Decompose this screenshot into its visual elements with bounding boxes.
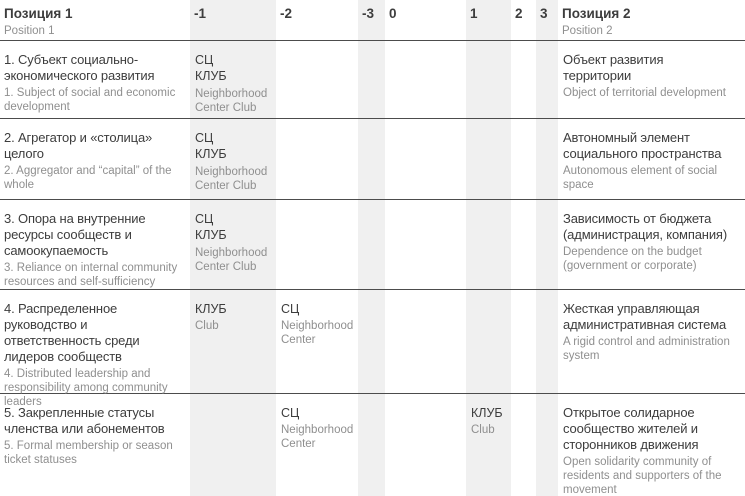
row4-marker-club-sub: Club: [195, 320, 219, 333]
row3-marker-sc: СЦ: [195, 212, 214, 226]
row3-cell-2: [511, 200, 536, 290]
row5-cell-minus-1: [190, 394, 276, 496]
row5-position1-cell: 5. Закрепленные статусы членства или або…: [0, 394, 190, 496]
row4-cell-minus-3: [358, 290, 385, 394]
row1-marker-club: КЛУБ: [195, 69, 227, 84]
row5-marker-sc-sub: Neighborhood Center: [281, 424, 354, 451]
row1-marker-cell-minus-1: СЦ КЛУБ Neighborhood Center Club: [190, 41, 276, 119]
row4-position1-cell: 4. Распределенное руководство и ответств…: [0, 290, 190, 408]
row2-right-en: Autonomous element of social space: [563, 164, 718, 191]
row4-marker-club: КЛУБ: [195, 302, 227, 316]
row5-left-en: 5. Formal membership or season ticket st…: [4, 439, 173, 466]
row5-marker-sc: СЦ: [281, 406, 300, 420]
scale-header-2: 2: [511, 0, 536, 41]
row2-position1-cell: 2. Агрегатор и «столица» целого 2. Aggre…: [0, 119, 190, 200]
row4-position2-cell: Жесткая управляющая административная сис…: [558, 290, 745, 394]
row1-left-ru: 1. Субъект социально-экономического разв…: [4, 52, 155, 83]
row4-right-en: A rigid control and administration syste…: [563, 335, 730, 362]
row4-left-ru: 4. Распределенное руководство и ответств…: [4, 301, 140, 364]
row1-position2-cell: Объект развития территории Object of ter…: [558, 41, 745, 119]
row5-cell-0: [385, 394, 466, 496]
row3-position2-cell: Зависимость от бюджета (администрация, к…: [558, 200, 745, 290]
row2-marker-cell-minus-1: СЦ КЛУБ Neighborhood Center Club: [190, 119, 276, 200]
position2-header: Позиция 2 Position 2: [558, 0, 745, 41]
position1-title: Позиция 1: [4, 6, 73, 21]
row5-position2-cell: Открытое солидарное сообщество жителей и…: [558, 394, 745, 496]
row4-left-en: 4. Distributed leadership and responsibi…: [4, 367, 168, 408]
row1-position1-cell: 1. Субъект социально-экономического разв…: [0, 41, 190, 119]
row2-marker-club: КЛУБ: [195, 147, 227, 162]
row5-left-ru: 5. Закрепленные статусы членства или або…: [4, 405, 165, 436]
row5-right-ru: Открытое солидарное сообщество жителей и…: [563, 405, 699, 452]
row1-marker-sc: СЦ: [195, 53, 214, 67]
row3-cell-1: [466, 200, 511, 290]
row5-right-en: Open solidarity community of residents a…: [563, 455, 722, 496]
row1-right-ru: Объект развития территории: [563, 52, 664, 83]
position1-subtitle: Position 1: [4, 24, 55, 37]
row3-marker-sub: Neighborhood Center Club: [195, 246, 268, 273]
row4-marker-sc-sub: Neighborhood Center: [281, 320, 354, 347]
row5-marker-cell-minus-2: СЦ Neighborhood Center: [276, 394, 358, 496]
row1-left-en: 1. Subject of social and economic develo…: [4, 86, 176, 113]
row5-marker-club-sub: Club: [471, 424, 495, 437]
row2-position2-cell: Автономный элемент социального пространс…: [558, 119, 745, 200]
row3-cell-3: [536, 200, 558, 290]
row3-cell-0: [385, 200, 466, 290]
row5-marker-cell-1: КЛУБ Club: [466, 394, 511, 496]
row2-left-en: 2. Aggregator and “capital” of the whole: [4, 164, 172, 191]
row2-marker-sc: СЦ: [195, 131, 214, 145]
row2-left-ru: 2. Агрегатор и «столица» целого: [4, 130, 153, 161]
row2-cell-minus-2: [276, 119, 358, 200]
row1-right-en: Object of territorial development: [563, 86, 726, 99]
row3-cell-minus-2: [276, 200, 358, 290]
row2-marker-sub: Neighborhood Center Club: [195, 165, 268, 192]
row1-cell-0: [385, 41, 466, 119]
row1-cell-minus-2: [276, 41, 358, 119]
row2-right-ru: Автономный элемент социального пространс…: [563, 130, 722, 161]
row5-cell-2: [511, 394, 536, 496]
row4-right-ru: Жесткая управляющая административная сис…: [563, 301, 727, 332]
row4-marker-cell-minus-2: СЦ Neighborhood Center: [276, 290, 358, 394]
row2-cell-0: [385, 119, 466, 200]
row1-cell-3: [536, 41, 558, 119]
row3-marker-club: КЛУБ: [195, 228, 227, 243]
scale-header-1: 1: [466, 0, 511, 41]
position2-title: Позиция 2: [562, 6, 631, 21]
row3-left-en: 3. Reliance on internal community resour…: [4, 261, 178, 288]
row4-cell-0: [385, 290, 466, 394]
row3-right-en: Dependence on the budget (government or …: [563, 245, 702, 272]
scale-header-minus-2: -2: [276, 0, 358, 41]
row2-cell-1: [466, 119, 511, 200]
scale-header-minus-1: -1: [190, 0, 276, 41]
row5-marker-club: КЛУБ: [471, 406, 503, 420]
row2-cell-2: [511, 119, 536, 200]
row3-right-ru: Зависимость от бюджета (администрация, к…: [563, 211, 727, 242]
row2-cell-minus-3: [358, 119, 385, 200]
row2-cell-3: [536, 119, 558, 200]
row3-left-ru: 3. Опора на внутренние ресурсы сообществ…: [4, 211, 146, 258]
scale-header-minus-3: -3: [358, 0, 385, 41]
row1-marker-sub: Neighborhood Center Club: [195, 87, 268, 114]
row4-marker-sc: СЦ: [281, 302, 300, 316]
row1-cell-minus-3: [358, 41, 385, 119]
row1-cell-2: [511, 41, 536, 119]
row3-position1-cell: 3. Опора на внутренние ресурсы сообществ…: [0, 200, 190, 290]
row4-cell-3: [536, 290, 558, 394]
row4-cell-2: [511, 290, 536, 394]
scale-header-3: 3: [536, 0, 558, 41]
row5-cell-3: [536, 394, 558, 496]
row4-cell-1: [466, 290, 511, 394]
position2-subtitle: Position 2: [562, 24, 613, 37]
row5-cell-minus-3: [358, 394, 385, 496]
row3-cell-minus-3: [358, 200, 385, 290]
position1-header: Позиция 1 Position 1: [0, 0, 190, 41]
scale-header-0: 0: [385, 0, 466, 41]
row1-cell-1: [466, 41, 511, 119]
row4-marker-cell-minus-1: КЛУБ Club: [190, 290, 276, 394]
row3-marker-cell-minus-1: СЦ КЛУБ Neighborhood Center Club: [190, 200, 276, 290]
